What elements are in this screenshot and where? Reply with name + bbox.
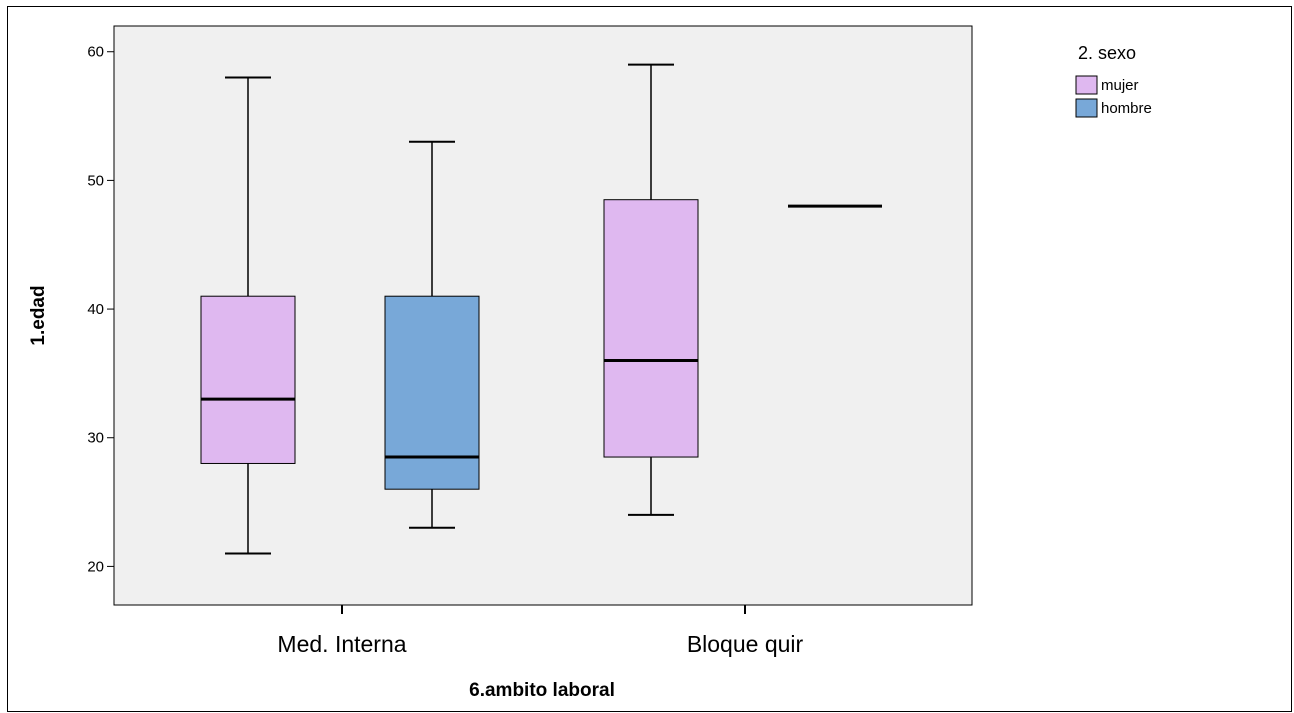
box-iqr: [384, 295, 480, 490]
x-tick-label: Bloque quir: [687, 631, 804, 657]
y-axis-title: 1.edad: [28, 285, 49, 345]
x-tick-label: Med. Interna: [277, 631, 406, 657]
chart-frame: [7, 6, 1292, 712]
y-tick-label: 20: [87, 558, 104, 575]
y-tick-label: 40: [87, 301, 104, 318]
y-axis: 20 30 40 50 60: [87, 44, 114, 575]
y-tick-label: 60: [87, 44, 104, 61]
legend-swatch-mujer: [1075, 75, 1098, 95]
box-iqr: [603, 199, 699, 458]
y-tick-label: 30: [87, 430, 104, 447]
legend: 2. sexo mujer hombre: [1075, 43, 1152, 118]
x-axis-title: 6.ambito laboral: [469, 680, 615, 701]
box-hombre-med-interna: [384, 140, 480, 529]
boxes: [200, 63, 882, 555]
box-mujer-bloque-quir: [603, 63, 699, 516]
legend-title: 2. sexo: [1078, 43, 1136, 63]
box-iqr: [200, 295, 296, 464]
x-axis: Med. Interna Bloque quir: [277, 605, 804, 657]
legend-swatch-hombre: [1075, 98, 1098, 118]
legend-label-hombre: hombre: [1101, 100, 1152, 117]
y-tick-label: 50: [87, 172, 104, 189]
legend-label-mujer: mujer: [1101, 77, 1139, 94]
box-mujer-med-interna: [200, 76, 296, 555]
